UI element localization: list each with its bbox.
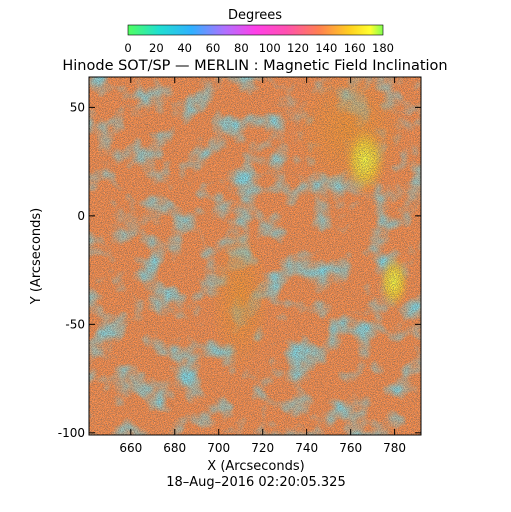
- inclination-image: [89, 77, 421, 435]
- x-tick-label: 680: [163, 441, 186, 455]
- x-tick-label: 760: [339, 441, 362, 455]
- colorbar-ticks: 0 20 40 60 80 100 120 140 160 180: [124, 41, 394, 55]
- x-tick-label: 740: [295, 441, 318, 455]
- colorbar-tick-label: 140: [315, 41, 337, 55]
- y-axis-label: Y (Arcseconds): [29, 208, 44, 305]
- x-tick-label: 660: [119, 441, 142, 455]
- colorbar-label: Degrees: [228, 8, 282, 23]
- colorbar-tick-label: 60: [206, 41, 221, 55]
- colorbar-tick-label: 100: [259, 41, 281, 55]
- y-tick-label: -100: [58, 426, 85, 440]
- x-axis-ticks: 660 680 700 720 740 760 780: [119, 77, 406, 455]
- colorbar-tick-label: 80: [234, 41, 249, 55]
- y-tick-label: 0: [77, 209, 85, 223]
- y-tick-label: 50: [70, 100, 85, 114]
- chart-title: Hinode SOT/SP — MERLIN : Magnetic Field …: [62, 58, 447, 74]
- colorbar-tick-label: 160: [344, 41, 366, 55]
- plot-frame: [88, 76, 422, 436]
- x-tick-label: 780: [383, 441, 406, 455]
- colorbar-tick-label: 120: [287, 41, 309, 55]
- y-tick-label: -50: [65, 317, 85, 331]
- colorbar-tick-label: 0: [124, 41, 131, 55]
- colorbar-tick-label: 40: [177, 41, 192, 55]
- timestamp: 18–Aug–2016 02:20:05.325: [166, 475, 345, 490]
- y-axis-ticks: -100 -50 0 50: [58, 100, 421, 440]
- colorbar: [127, 24, 384, 36]
- x-tick-label: 720: [251, 441, 274, 455]
- x-tick-label: 700: [207, 441, 230, 455]
- colorbar-tick-label: 180: [372, 41, 394, 55]
- colorbar-tick-label: 20: [149, 41, 164, 55]
- x-axis-label: X (Arcseconds): [207, 459, 304, 474]
